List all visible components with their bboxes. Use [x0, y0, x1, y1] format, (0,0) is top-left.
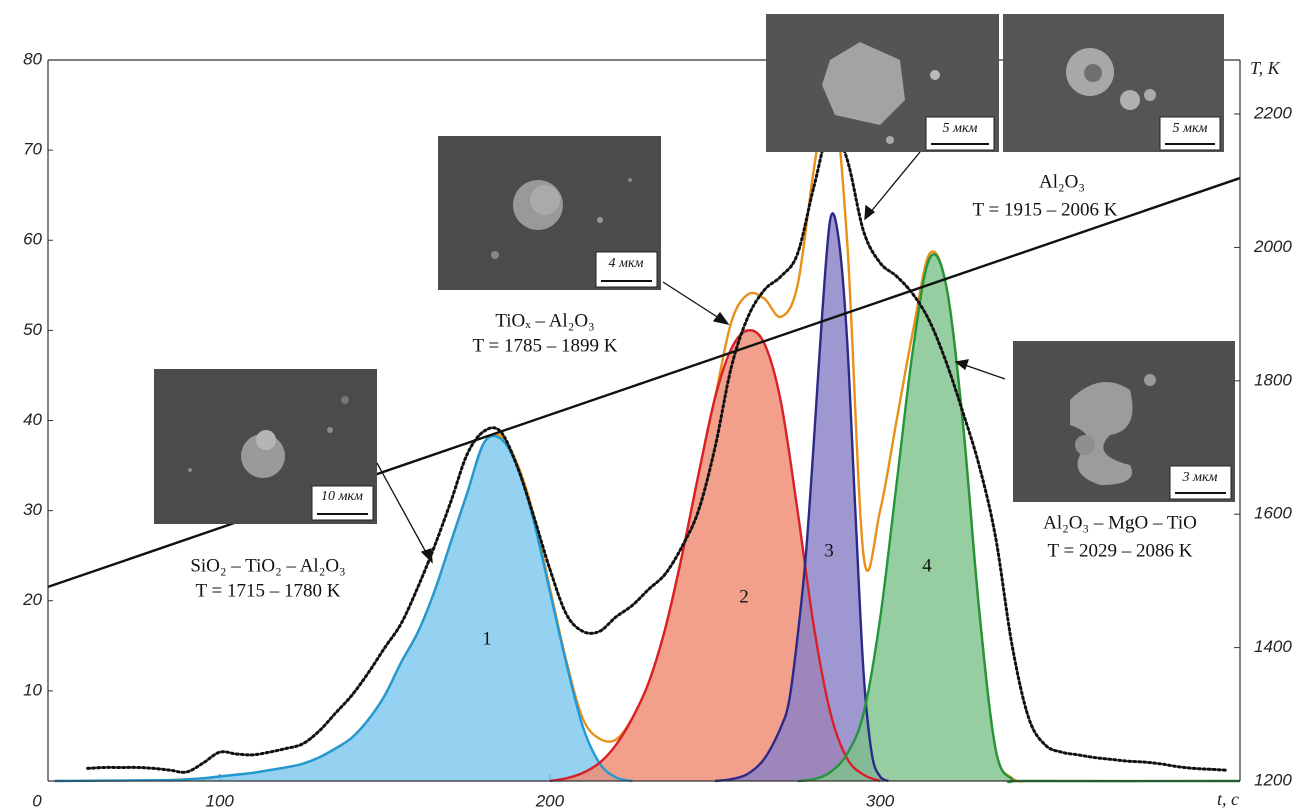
y2-tick-label: 1600	[1254, 504, 1292, 523]
annotation: T = 1785 – 1899 K	[473, 335, 618, 356]
x-tick-label: 100	[206, 791, 235, 810]
annotation: SiO₂ – TiO₂ – Al₂O₃	[190, 555, 345, 576]
y-tick-label: 70	[23, 140, 42, 159]
x-tick-label: 200	[535, 791, 565, 810]
y2-tick-label: 2000	[1253, 237, 1292, 256]
y-tick-label: 40	[23, 410, 42, 429]
peak-label: 4	[922, 555, 932, 576]
annotation: T = 1915 – 2006 K	[973, 199, 1118, 220]
scale-label: 4 мкм	[609, 256, 644, 271]
scale-label: 5 мкм	[1173, 121, 1208, 136]
annotation: Al₂O₃ – MgO – TiO	[1043, 512, 1197, 533]
peak-label: 1	[482, 628, 492, 649]
x-tick-label: 300	[866, 791, 895, 810]
scale-label: 3 мкм	[1182, 470, 1218, 485]
x-axis-label: t, c	[1217, 789, 1239, 809]
y-tick-label: 20	[22, 590, 42, 609]
peak-label: 3	[824, 540, 834, 561]
y-tick-label: 80	[23, 49, 42, 68]
photos	[154, 14, 1235, 524]
y2-tick-label: 1200	[1254, 770, 1292, 789]
y-tick-label: 50	[23, 320, 42, 339]
scale-label: 5 мкм	[943, 121, 978, 136]
y2-tick-label: 2200	[1253, 104, 1292, 123]
y-tick-label: 0	[32, 791, 42, 810]
peak-label: 2	[739, 586, 749, 607]
y2-tick-label: 1400	[1254, 637, 1292, 656]
chart: 0102030405060708012001400160018002000220…	[0, 0, 1304, 811]
annotation: Al₂O₃	[1039, 171, 1085, 192]
y2-tick-label: 1800	[1254, 370, 1292, 389]
annotation: T = 1715 – 1780 K	[196, 580, 341, 601]
y2-axis-label: T, K	[1250, 58, 1281, 78]
annotation: T = 2029 – 2086 K	[1048, 540, 1193, 561]
y-tick-label: 30	[23, 500, 42, 519]
y-tick-label: 10	[23, 680, 42, 699]
y-tick-label: 60	[23, 230, 42, 249]
scale-label: 10 мкм	[321, 489, 363, 504]
annotation: TiOₓ – Al₂O₃	[495, 310, 594, 331]
